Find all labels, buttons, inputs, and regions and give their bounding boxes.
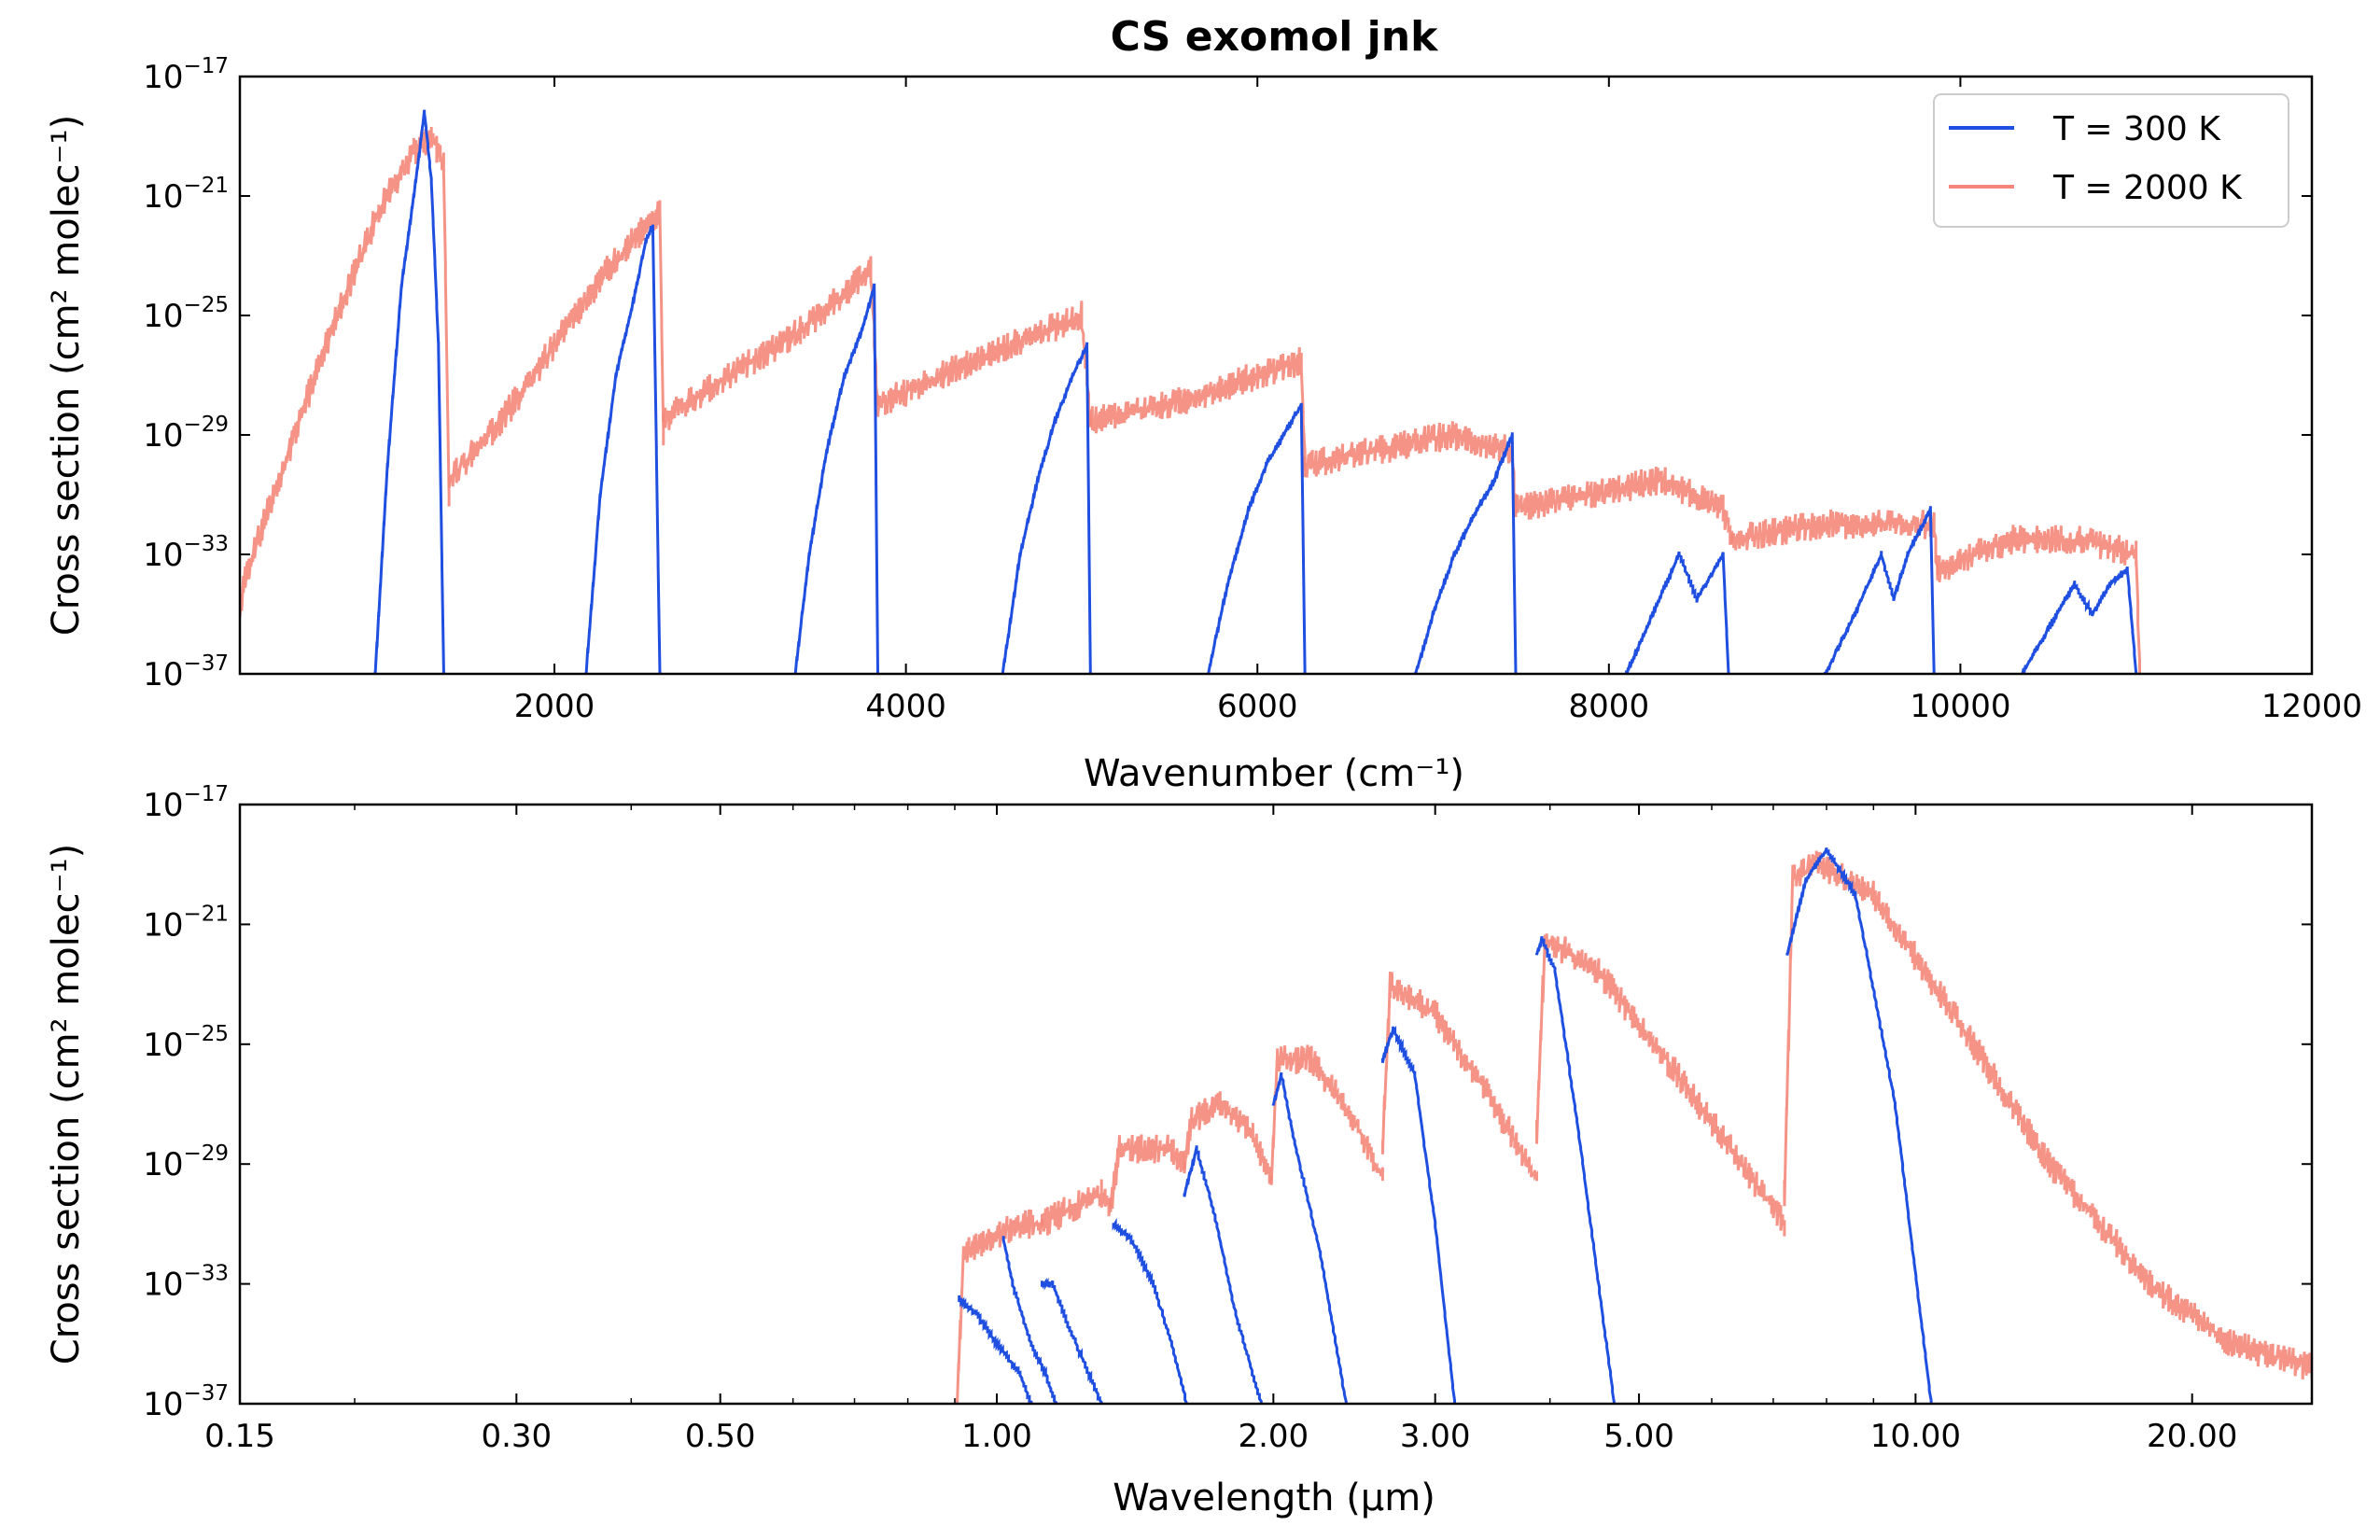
t2000-band-0 bbox=[240, 127, 451, 618]
t300-band-7 bbox=[1535, 935, 1617, 1404]
series-t2000-wavenumber bbox=[240, 127, 2141, 674]
y-tick-label: 10−25 bbox=[143, 293, 229, 335]
t300-band-6 bbox=[1625, 551, 1730, 674]
t300-band-0 bbox=[373, 109, 445, 674]
x-tick-label: 10000 bbox=[1910, 688, 2010, 725]
y-tick-label: 10−29 bbox=[143, 1141, 229, 1183]
x-ticks-top: 2000 4000 6000 8000 10000 12000 bbox=[514, 77, 2362, 725]
t300-band-4 bbox=[1207, 402, 1307, 674]
t300-band-0 bbox=[958, 1295, 1033, 1404]
t300-band-2 bbox=[1041, 1277, 1103, 1404]
t300-band-1 bbox=[584, 224, 662, 674]
t2000-band-5 bbox=[1303, 421, 1518, 517]
t300-band-4 bbox=[1183, 1145, 1263, 1404]
x-tick-label: 0.15 bbox=[204, 1418, 275, 1455]
t300-band-2 bbox=[793, 283, 879, 674]
t2000-band-6 bbox=[1535, 933, 1786, 1237]
y-tick-label: 10−21 bbox=[143, 902, 229, 944]
x-tick-label: 6000 bbox=[1217, 688, 1298, 725]
y-tick-label: 10−33 bbox=[143, 1262, 229, 1304]
x-tick-label: 5.00 bbox=[1603, 1418, 1674, 1455]
wavelength-panel: 0.15 0.30 0.50 1.00 2.00 3.00 5.00 10.00 20.00 1… bbox=[45, 782, 2314, 1519]
x-tick-label: 4000 bbox=[865, 688, 946, 725]
y-tick-label: 10−29 bbox=[143, 413, 229, 455]
x-tick-label: 3.00 bbox=[1400, 1418, 1471, 1455]
t2000-band-6 bbox=[1514, 466, 1734, 545]
plot-frame-top bbox=[238, 75, 2314, 676]
y-tick-label: 10−25 bbox=[143, 1022, 229, 1064]
x-axis-label-top: Wavenumber (cm⁻¹) bbox=[1084, 752, 1464, 795]
x-tick-label: 0.30 bbox=[481, 1418, 552, 1455]
t2000-band-7 bbox=[1783, 850, 2312, 1379]
t2000-band-4 bbox=[1088, 347, 1307, 478]
x-ticks-bottom: 0.15 0.30 0.50 1.00 2.00 3.00 5.00 10.00 20.00 bbox=[204, 805, 2237, 1455]
t2000-band-5 bbox=[1380, 972, 1538, 1182]
x-tick-label: 1.00 bbox=[961, 1418, 1032, 1455]
x-axis-label-bottom: Wavelength (µm) bbox=[1113, 1477, 1435, 1519]
t300-band-8 bbox=[1785, 847, 1933, 1404]
x-tick-label: 8000 bbox=[1569, 688, 1650, 725]
x-tick-label: 0.50 bbox=[685, 1418, 756, 1455]
t2000-band-3 bbox=[876, 301, 1092, 427]
t300-band-3 bbox=[1112, 1217, 1189, 1404]
x-tick-label: 12000 bbox=[2261, 688, 2362, 725]
t300-band-8 bbox=[2020, 566, 2138, 674]
series-t300-wavenumber bbox=[373, 109, 2138, 674]
y-ticks-bottom: 10−37 10−33 10−29 10−25 10−21 10−17 bbox=[143, 782, 2312, 1423]
legend-label-t2000: T = 2000 K bbox=[2052, 169, 2243, 207]
legend: T = 300 K T = 2000 K bbox=[1933, 93, 2289, 228]
y-tick-label: 10−17 bbox=[143, 782, 229, 824]
t2000-band-7 bbox=[1730, 509, 1939, 576]
y-tick-label: 10−37 bbox=[143, 1381, 229, 1423]
plot-frame-bottom bbox=[238, 803, 2314, 1406]
figure-title: CS exomol jnk bbox=[1111, 13, 1439, 61]
t300-band-3 bbox=[1001, 342, 1092, 674]
series-t2000-wavelength bbox=[955, 850, 2312, 1404]
wavenumber-panel: 2000 4000 6000 8000 10000 12000 10−3710−3310−… bbox=[45, 54, 2362, 795]
t2000-band-4 bbox=[1269, 1044, 1384, 1185]
y-ticks-top: 10−37 10−33 10−29 10−25 10−21 10−17 bbox=[143, 54, 2312, 693]
y-tick-label: 10−33 bbox=[143, 532, 229, 574]
y-axis-label-bottom: Cross section (cm² molec⁻¹) bbox=[45, 844, 88, 1365]
series-t300-wavelength bbox=[958, 847, 1933, 1404]
x-tick-label: 20.00 bbox=[2147, 1418, 2237, 1455]
x-tick-label: 2.00 bbox=[1238, 1418, 1309, 1455]
t2000-band-2 bbox=[662, 256, 879, 430]
t300-band-5 bbox=[1414, 432, 1518, 674]
t2000-band-1 bbox=[1041, 1179, 1113, 1236]
y-tick-label: 10−37 bbox=[143, 651, 229, 693]
t2000-band-2 bbox=[1109, 1134, 1186, 1210]
t2000-band-8 bbox=[1936, 525, 2141, 674]
t300-band-7 bbox=[1823, 506, 1936, 674]
y-tick-label: 10−21 bbox=[143, 174, 229, 216]
t300-band-1 bbox=[1001, 1236, 1057, 1404]
t2000-band-1 bbox=[447, 200, 665, 488]
t2000-band-3 bbox=[1183, 1091, 1273, 1184]
t300-band-6 bbox=[1380, 1025, 1456, 1404]
t300-band-5 bbox=[1271, 1071, 1348, 1404]
x-tick-label: 10.00 bbox=[1870, 1418, 1961, 1455]
x-tick-label: 2000 bbox=[514, 688, 595, 725]
t2000-band-0 bbox=[955, 1209, 1043, 1404]
legend-label-t300: T = 300 K bbox=[2052, 110, 2221, 148]
y-axis-label-top: Cross section (cm² molec⁻¹) bbox=[45, 115, 88, 636]
y-tick-label: 10−17 bbox=[143, 54, 229, 96]
legend-box bbox=[1933, 93, 2289, 228]
